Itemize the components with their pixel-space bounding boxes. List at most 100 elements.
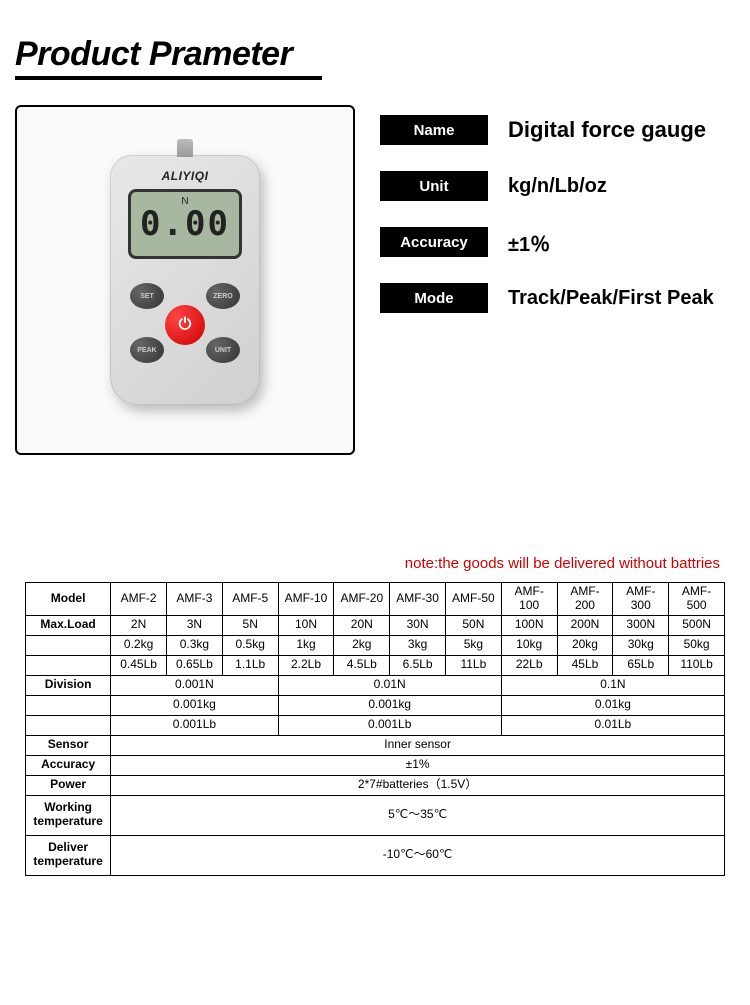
- cell: 0.3kg: [167, 635, 223, 655]
- cell: 11Lb: [445, 655, 501, 675]
- cell: 2*7#batteries（1.5V）: [111, 775, 725, 795]
- top-section: ALIYIQI N 0.00 SET ZERO ⏻ PEAK UNIT Name…: [0, 105, 750, 455]
- cell-empty: [26, 635, 111, 655]
- table-row-division-kg: 0.001kg 0.001kg 0.01kg: [26, 695, 725, 715]
- cell: AMF-200: [557, 583, 613, 616]
- zero-button-icon: ZERO: [206, 283, 240, 309]
- cell: 6.5Lb: [390, 655, 446, 675]
- cell: 0.01N: [278, 675, 501, 695]
- peak-button-icon: PEAK: [130, 337, 164, 363]
- cell: 30N: [390, 615, 446, 635]
- cell: 0.5kg: [222, 635, 278, 655]
- cell: 5℃～35℃: [111, 795, 725, 835]
- spec-value: Track/Peak/First Peak: [508, 287, 714, 310]
- power-button-icon: ⏻: [165, 305, 205, 345]
- cell: 5N: [222, 615, 278, 635]
- table-row-sensor: Sensor Inner sensor: [26, 735, 725, 755]
- table-row-maxload-n: Max.Load 2N 3N 5N 10N 20N 30N 50N 100N 2…: [26, 615, 725, 635]
- note-text: note:the goods will be delivered without…: [0, 555, 750, 572]
- cell: 30kg: [613, 635, 669, 655]
- spec-value: ±1％: [508, 228, 550, 257]
- spec-value: Digital force gauge: [508, 117, 706, 143]
- spec-label: Unit: [380, 171, 488, 201]
- spec-value: kg/n/Lb/oz: [508, 175, 607, 198]
- cell: -10℃～60℃: [111, 835, 725, 875]
- cell: 4.5Lb: [334, 655, 390, 675]
- cell: 22Lb: [501, 655, 557, 675]
- device-buttons: SET ZERO ⏻ PEAK UNIT: [110, 275, 260, 385]
- cell: AMF-20: [334, 583, 390, 616]
- lcd-unit: N: [181, 196, 188, 207]
- table-row-delivtemp: Deliver temperature -10℃～60℃: [26, 835, 725, 875]
- cell: 0.001kg: [111, 695, 278, 715]
- spec-row-mode: Mode Track/Peak/First Peak: [380, 283, 735, 313]
- cell-sensor-header: Sensor: [26, 735, 111, 755]
- cell: 0.01kg: [501, 695, 724, 715]
- cell: AMF-10: [278, 583, 334, 616]
- cell: 0.45Lb: [111, 655, 167, 675]
- spec-row-name: Name Digital force gauge: [380, 115, 735, 145]
- cell: 45Lb: [557, 655, 613, 675]
- header: Product Prameter: [15, 35, 750, 80]
- cell: 65Lb: [613, 655, 669, 675]
- cell: 0.001N: [111, 675, 278, 695]
- cell: 20kg: [557, 635, 613, 655]
- table-row-maxload-lb: 0.45Lb 0.65Lb 1.1Lb 2.2Lb 4.5Lb 6.5Lb 11…: [26, 655, 725, 675]
- cell: 1kg: [278, 635, 334, 655]
- cell: ±1%: [111, 755, 725, 775]
- cell: 110Lb: [669, 655, 725, 675]
- cell-accuracy-header: Accuracy: [26, 755, 111, 775]
- table-row-power: Power 2*7#batteries（1.5V）: [26, 775, 725, 795]
- cell: AMF-2: [111, 583, 167, 616]
- cell: 50kg: [669, 635, 725, 655]
- cell: 2.2Lb: [278, 655, 334, 675]
- cell: 1.1Lb: [222, 655, 278, 675]
- table-row-worktemp: Working temperature 5℃～35℃: [26, 795, 725, 835]
- cell: AMF-50: [445, 583, 501, 616]
- cell-maxload-header: Max.Load: [26, 615, 111, 635]
- cell-empty: [26, 695, 111, 715]
- table-row-accuracy: Accuracy ±1%: [26, 755, 725, 775]
- cell: 0.2kg: [111, 635, 167, 655]
- spec-label: Accuracy: [380, 227, 488, 257]
- spec-label: Name: [380, 115, 488, 145]
- cell: 200N: [557, 615, 613, 635]
- cell-empty: [26, 715, 111, 735]
- cell-power-header: Power: [26, 775, 111, 795]
- spec-row-accuracy: Accuracy ±1％: [380, 227, 735, 257]
- cell: Inner sensor: [111, 735, 725, 755]
- device-lcd: N 0.00: [128, 189, 242, 259]
- cell: 300N: [613, 615, 669, 635]
- cell: 3kg: [390, 635, 446, 655]
- cell: AMF-300: [613, 583, 669, 616]
- cell: AMF-500: [669, 583, 725, 616]
- cell: AMF-30: [390, 583, 446, 616]
- spec-list: Name Digital force gauge Unit kg/n/Lb/oz…: [380, 105, 735, 455]
- page-title: Product Prameter: [15, 35, 322, 80]
- cell: 5kg: [445, 635, 501, 655]
- cell: 500N: [669, 615, 725, 635]
- cell: 0.001kg: [278, 695, 501, 715]
- lcd-value: 0.00: [140, 204, 230, 244]
- cell: 20N: [334, 615, 390, 635]
- table-row-model: Model AMF-2 AMF-3 AMF-5 AMF-10 AMF-20 AM…: [26, 583, 725, 616]
- cell: 50N: [445, 615, 501, 635]
- cell: AMF-100: [501, 583, 557, 616]
- cell: AMF-5: [222, 583, 278, 616]
- unit-button-icon: UNIT: [206, 337, 240, 363]
- table-row-division-lb: 0.001Lb 0.001Lb 0.01Lb: [26, 715, 725, 735]
- cell: 10N: [278, 615, 334, 635]
- cell: 3N: [167, 615, 223, 635]
- cell: 2kg: [334, 635, 390, 655]
- cell: AMF-3: [167, 583, 223, 616]
- cell-division-header: Division: [26, 675, 111, 695]
- cell: 100N: [501, 615, 557, 635]
- spec-label: Mode: [380, 283, 488, 313]
- cell: 0.001Lb: [278, 715, 501, 735]
- cell-model-header: Model: [26, 583, 111, 616]
- product-image: ALIYIQI N 0.00 SET ZERO ⏻ PEAK UNIT: [15, 105, 355, 455]
- cell: 0.001Lb: [111, 715, 278, 735]
- spec-table: Model AMF-2 AMF-3 AMF-5 AMF-10 AMF-20 AM…: [25, 582, 725, 876]
- device-connector: [177, 139, 193, 157]
- cell: 0.65Lb: [167, 655, 223, 675]
